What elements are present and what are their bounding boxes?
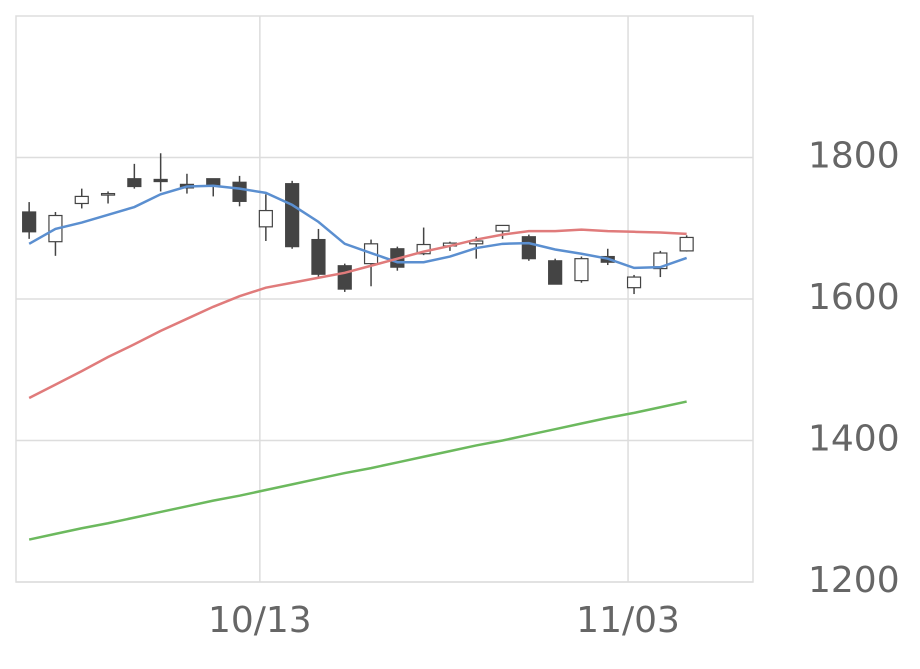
- x-tick-label: 11/03: [576, 600, 680, 641]
- line-series: [28, 228, 687, 400]
- y-tick-label: 1800: [808, 136, 900, 177]
- candle-body: [285, 183, 300, 248]
- candle-body: [153, 178, 168, 183]
- candle-body: [258, 209, 273, 228]
- line-series: [28, 184, 688, 270]
- line-series: [28, 400, 687, 541]
- candle-body: [337, 265, 352, 290]
- candle-body: [100, 192, 116, 196]
- candle-body: [679, 236, 694, 252]
- candle-body: [232, 181, 247, 202]
- candle-body: [521, 236, 536, 260]
- x-tick-label: 10/13: [208, 600, 312, 641]
- candle-body: [495, 224, 510, 232]
- candle-body: [311, 238, 326, 275]
- candle-body: [22, 211, 37, 233]
- candle-body: [653, 252, 668, 270]
- y-tick-label: 1400: [808, 419, 900, 460]
- candle-body: [548, 260, 563, 285]
- y-tick-label: 1200: [808, 560, 900, 601]
- candle-body: [626, 276, 642, 289]
- candle-body: [74, 195, 89, 205]
- candle-body: [574, 258, 589, 282]
- y-tick-label: 1600: [808, 277, 900, 318]
- candle-body: [127, 178, 142, 188]
